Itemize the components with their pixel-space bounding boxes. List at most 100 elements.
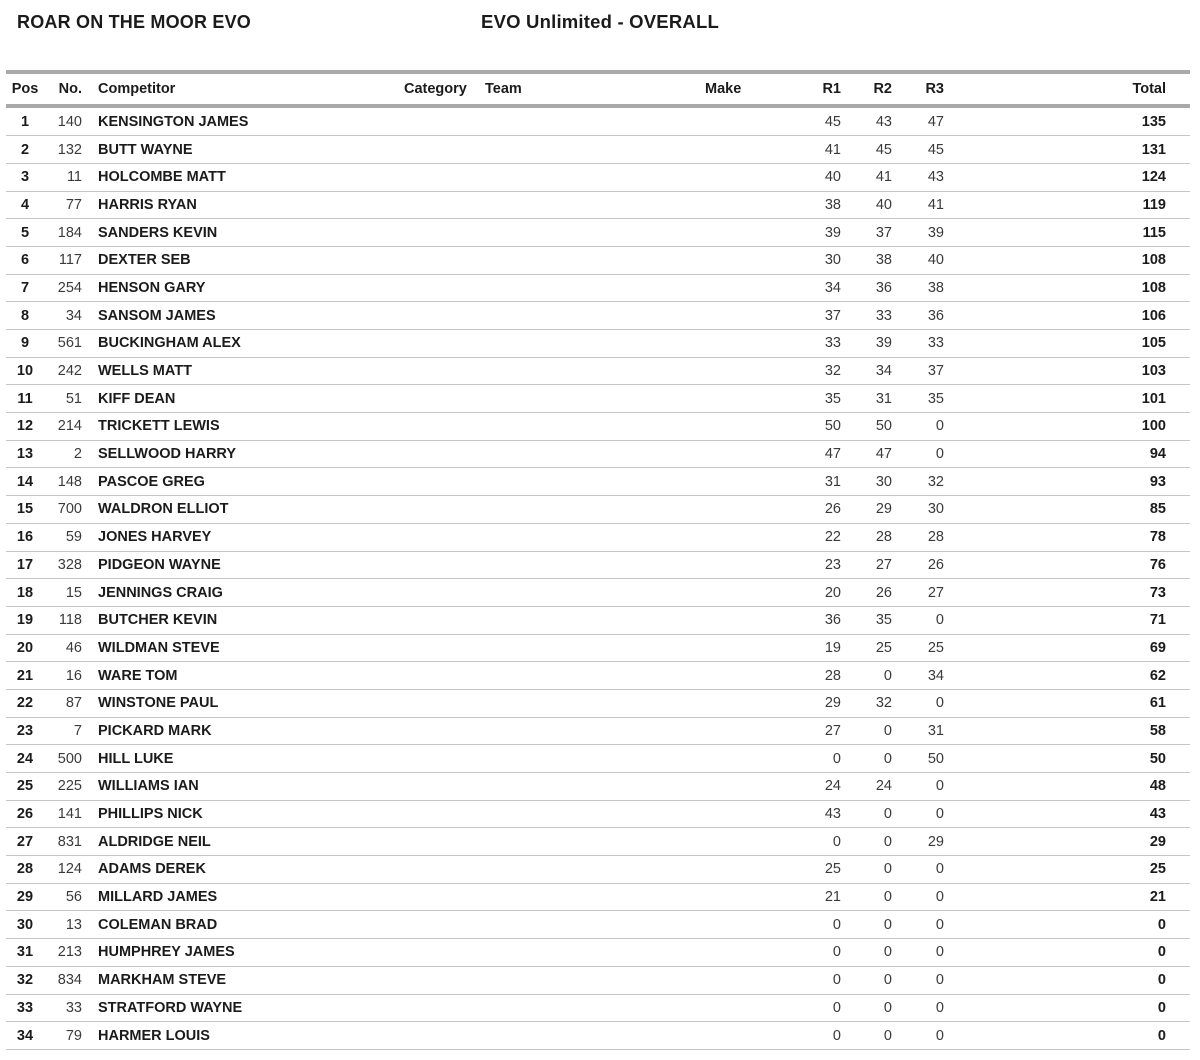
divider-header <box>6 104 1190 108</box>
table-row: 5 184 SANDERS KEVIN 39 37 39 115 <box>6 218 1190 247</box>
cell-r1: 19 <box>770 634 843 663</box>
cell-r1: 28 <box>770 661 843 690</box>
cell-r1: 27 <box>770 717 843 746</box>
cell-no: 328 <box>44 551 86 580</box>
cell-category <box>400 329 470 358</box>
cell-r1: 47 <box>770 440 843 469</box>
cell-competitor: WELLS MATT <box>86 357 400 386</box>
cell-r3: 0 <box>894 1021 946 1050</box>
cell-total: 0 <box>946 1021 1190 1050</box>
cell-r3: 26 <box>894 551 946 580</box>
cell-category <box>400 1021 470 1050</box>
cell-r2: 0 <box>843 910 894 940</box>
cell-r1: 37 <box>770 301 843 330</box>
cell-no: 56 <box>44 883 86 912</box>
cell-pos: 29 <box>6 883 44 912</box>
cell-r2: 0 <box>843 1021 894 1050</box>
cell-r1: 33 <box>770 329 843 358</box>
cell-no: 79 <box>44 1021 86 1050</box>
cell-competitor: ADAMS DEREK <box>86 855 400 884</box>
cell-no: 831 <box>44 827 86 857</box>
cell-no: 213 <box>44 938 86 967</box>
cell-pos: 25 <box>6 772 44 801</box>
cell-r2: 29 <box>843 495 894 524</box>
cell-make <box>700 495 770 524</box>
cell-total: 0 <box>946 910 1190 940</box>
cell-competitor: SANDERS KEVIN <box>86 218 400 247</box>
cell-no: 124 <box>44 855 86 884</box>
cell-total: 29 <box>946 827 1190 857</box>
cell-r2: 36 <box>843 274 894 303</box>
header-row: Pos No. Competitor Category Team Make R1… <box>6 74 1190 104</box>
cell-r3: 0 <box>894 910 946 940</box>
cell-r3: 36 <box>894 301 946 330</box>
cell-r3: 37 <box>894 357 946 386</box>
cell-category <box>400 108 470 137</box>
cell-competitor: BUCKINGHAM ALEX <box>86 329 400 358</box>
cell-no: 59 <box>44 523 86 552</box>
cell-no: 148 <box>44 467 86 497</box>
cell-competitor: TRICKETT LEWIS <box>86 412 400 441</box>
table-row: 6 117 DEXTER SEB 30 38 40 108 <box>6 246 1190 275</box>
cell-competitor: KIFF DEAN <box>86 384 400 414</box>
cell-no: 13 <box>44 910 86 940</box>
cell-total: 101 <box>946 384 1190 414</box>
cell-competitor: BUTT WAYNE <box>86 135 400 164</box>
cell-pos: 24 <box>6 744 44 773</box>
cell-r2: 24 <box>843 772 894 801</box>
cell-r3: 41 <box>894 191 946 220</box>
cell-make <box>700 689 770 718</box>
table-row: 17 328 PIDGEON WAYNE 23 27 26 76 <box>6 551 1190 580</box>
cell-total: 106 <box>946 301 1190 330</box>
cell-r2: 40 <box>843 191 894 220</box>
cell-total: 131 <box>946 135 1190 164</box>
cell-r1: 39 <box>770 218 843 247</box>
cell-r3: 40 <box>894 246 946 275</box>
table-row: 28 124 ADAMS DEREK 25 0 0 25 <box>6 855 1190 884</box>
cell-category <box>400 910 470 940</box>
cell-pos: 26 <box>6 800 44 829</box>
cell-r2: 0 <box>843 855 894 884</box>
cell-total: 58 <box>946 717 1190 746</box>
cell-r1: 26 <box>770 495 843 524</box>
col-header-r3: R3 <box>925 81 944 97</box>
cell-r2: 25 <box>843 634 894 663</box>
cell-r3: 45 <box>894 135 946 164</box>
cell-team <box>470 191 700 220</box>
cell-r2: 43 <box>843 108 894 137</box>
table-row: 11 51 KIFF DEAN 35 31 35 101 <box>6 384 1190 414</box>
cell-r1: 0 <box>770 966 843 995</box>
cell-total: 76 <box>946 551 1190 580</box>
cell-pos: 20 <box>6 634 44 663</box>
cell-category <box>400 523 470 552</box>
cell-no: 700 <box>44 495 86 524</box>
results-table: Pos No. Competitor Category Team Make R1… <box>6 74 1190 104</box>
cell-pos: 30 <box>6 910 44 940</box>
cell-make <box>700 301 770 330</box>
cell-pos: 22 <box>6 689 44 718</box>
cell-r1: 25 <box>770 855 843 884</box>
col-header-category: Category <box>404 81 467 97</box>
table-row: 29 56 MILLARD JAMES 21 0 0 21 <box>6 883 1190 912</box>
cell-r1: 50 <box>770 412 843 441</box>
cell-r3: 0 <box>894 689 946 718</box>
cell-competitor: PHILLIPS NICK <box>86 800 400 829</box>
cell-r3: 34 <box>894 661 946 690</box>
cell-r1: 0 <box>770 910 843 940</box>
cell-total: 21 <box>946 883 1190 912</box>
cell-r3: 31 <box>894 717 946 746</box>
cell-r2: 47 <box>843 440 894 469</box>
cell-team <box>470 1021 700 1050</box>
cell-category <box>400 163 470 192</box>
cell-r1: 22 <box>770 523 843 552</box>
cell-team <box>470 163 700 192</box>
cell-pos: 31 <box>6 938 44 967</box>
cell-competitor: JONES HARVEY <box>86 523 400 552</box>
table-row: 4 77 HARRIS RYAN 38 40 41 119 <box>6 191 1190 220</box>
cell-team <box>470 883 700 912</box>
cell-category <box>400 384 470 414</box>
col-header-r2: R2 <box>873 81 892 97</box>
cell-pos: 13 <box>6 440 44 469</box>
cell-competitor: PICKARD MARK <box>86 717 400 746</box>
cell-category <box>400 440 470 469</box>
